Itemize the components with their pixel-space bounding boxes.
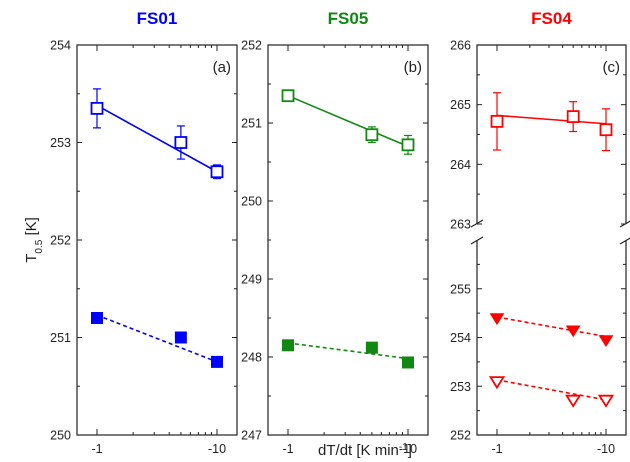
data-point [565, 325, 581, 338]
y-tick-label: 254 [50, 39, 71, 53]
fit-line-dashed [287, 342, 409, 360]
panel-label: (a) [213, 59, 231, 76]
y-tick-label: 264 [450, 158, 471, 172]
y-tick-label: 248 [241, 351, 262, 365]
data-point [174, 136, 188, 149]
y-tick-label: 252 [450, 429, 471, 443]
data-point [401, 138, 415, 152]
series-1 [90, 88, 224, 180]
axis-break-mark-left-bottom [470, 236, 484, 245]
y-axis-label-unit: [K] [23, 217, 40, 240]
data-point [598, 335, 614, 348]
data-point [282, 339, 294, 352]
x-tick-label: -10 [597, 442, 615, 456]
x-axis-label-end: ] [408, 442, 412, 459]
series-1 [490, 92, 613, 152]
data-point [566, 110, 580, 123]
data-point [489, 313, 505, 326]
data-point [90, 101, 104, 115]
y-tick-label: 263 [450, 218, 471, 232]
y-tick-label: 250 [50, 429, 71, 443]
fit-line-dashed [496, 379, 607, 401]
y-tick-label: 253 [450, 380, 471, 394]
data-point [281, 89, 295, 103]
series-2 [489, 313, 614, 348]
x-axis-label-sup: -1 [399, 442, 408, 453]
x-tick-label: -10 [399, 442, 417, 456]
y-tick-label: 265 [450, 98, 471, 112]
panel-title: FS04 [531, 9, 572, 28]
chart-panel-fs01: 250 251 252 253 254 -1 -10 FS01 (a) [50, 9, 238, 456]
y-tick-label: 266 [450, 39, 471, 53]
fit-line [287, 94, 409, 148]
fit-line-dashed [496, 316, 607, 338]
fit-line-dashed [96, 314, 218, 363]
panel-label: (b) [404, 59, 422, 76]
plot-frame [267, 44, 429, 436]
data-point [488, 376, 506, 390]
data-point [402, 356, 414, 369]
x-tick-label: -1 [491, 442, 502, 456]
data-point [597, 394, 615, 408]
panel-title: FS01 [137, 9, 178, 28]
y-tick-label: 247 [241, 429, 262, 443]
y-tick-label: 250 [241, 195, 262, 209]
x-axis-label: dT/dt [K min-1] [318, 442, 412, 460]
data-point [599, 123, 613, 137]
panel-label: (c) [603, 59, 621, 76]
y-tick-label: 249 [241, 273, 262, 287]
y-tick-label: 252 [241, 39, 262, 53]
y-axis-label: T0.5 [K] [23, 217, 45, 263]
panel-title: FS05 [328, 9, 369, 28]
series-1 [281, 89, 415, 155]
data-point [210, 165, 224, 179]
data-point [211, 355, 223, 368]
x-axis-label-main: dT/dt [K min [318, 442, 399, 459]
axis-break-mark-right-bottom [619, 237, 630, 245]
y-axis-label-main: T [23, 254, 40, 263]
y-tick-label: 252 [50, 234, 71, 248]
data-point [565, 394, 582, 408]
data-point [174, 331, 187, 344]
series-2 [91, 312, 223, 368]
data-point [365, 128, 379, 142]
y-tick-label: 253 [50, 136, 71, 150]
fit-line [96, 104, 218, 173]
series-2 [282, 339, 414, 369]
y-axis-label-sub: 0.5 [34, 239, 45, 253]
x-tick-label: -1 [282, 442, 293, 456]
y-tick-label: 255 [450, 282, 471, 296]
y-tick-label: 251 [241, 117, 262, 131]
data-point [91, 312, 103, 324]
y-tick-label: 251 [50, 331, 71, 345]
y-tick-label: 254 [450, 331, 471, 345]
data-point [490, 114, 504, 128]
series-3 [488, 376, 615, 408]
fit-line [496, 114, 607, 125]
x-tick-label: -1 [91, 442, 102, 456]
x-tick-label: -10 [208, 442, 226, 456]
data-point [365, 341, 378, 354]
chart-panel-fs04: 263 264 265 266 252 253 254 255 -1 -10 FS04 (c) [450, 9, 630, 456]
